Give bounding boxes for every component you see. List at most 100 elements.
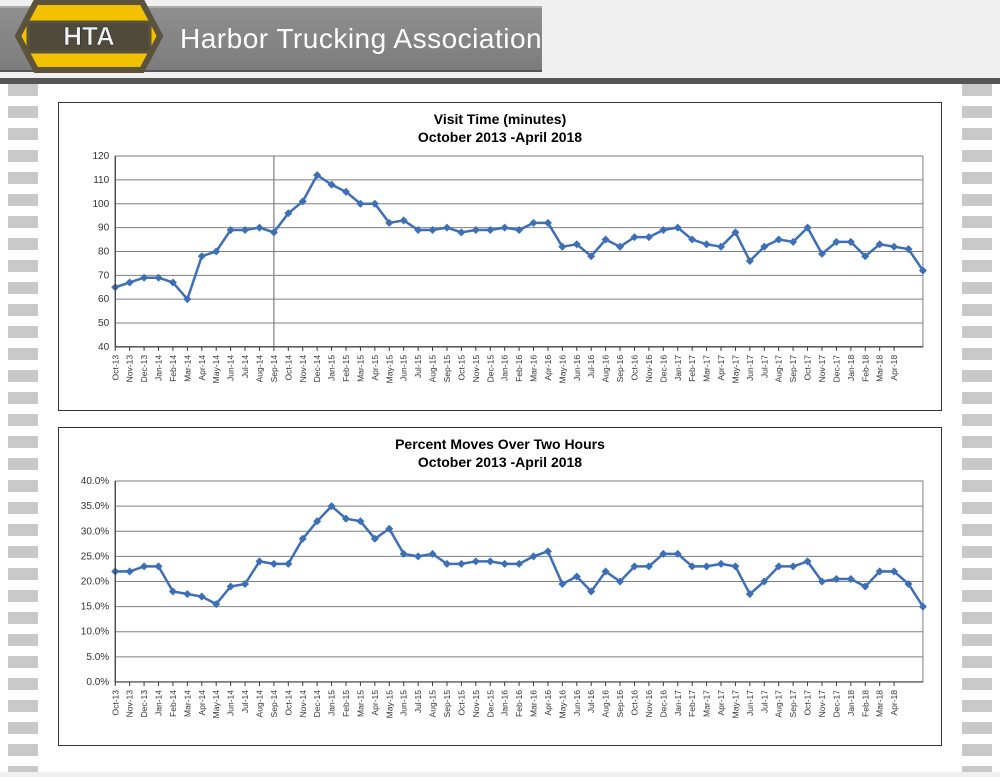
- content: Visit Time (minutes) October 2013 -April…: [0, 84, 1000, 772]
- svg-text:Jun-15: Jun-15: [399, 355, 409, 381]
- svg-text:Dec-13: Dec-13: [139, 355, 149, 383]
- svg-text:70: 70: [98, 270, 110, 281]
- svg-text:Sep-16: Sep-16: [615, 690, 625, 718]
- side-stripe-right: [962, 84, 992, 772]
- svg-text:Nov-16: Nov-16: [644, 355, 654, 383]
- svg-text:Oct-17: Oct-17: [803, 690, 813, 716]
- svg-text:Nov-15: Nov-15: [471, 355, 481, 383]
- svg-text:Nov-14: Nov-14: [298, 355, 308, 383]
- svg-text:May-14: May-14: [211, 355, 221, 384]
- svg-text:90: 90: [98, 223, 110, 234]
- svg-text:80: 80: [98, 246, 110, 257]
- visit-time-title-line2: October 2013 -April 2018: [418, 129, 582, 145]
- percent-moves-chart: 0.0%5.0%10.0%15.0%20.0%25.0%30.0%35.0%40…: [67, 475, 933, 743]
- hta-logo: HTA: [14, 0, 164, 83]
- svg-text:Feb-14: Feb-14: [168, 355, 178, 382]
- svg-text:Apr-17: Apr-17: [716, 355, 726, 381]
- svg-text:Jun-17: Jun-17: [745, 690, 755, 716]
- header: Harbor Trucking Association HTA: [0, 0, 1000, 78]
- svg-text:10.0%: 10.0%: [81, 627, 110, 638]
- svg-text:Feb-16: Feb-16: [514, 690, 524, 717]
- svg-text:Feb-15: Feb-15: [341, 690, 351, 717]
- svg-text:Jun-17: Jun-17: [745, 355, 755, 381]
- svg-text:Dec-17: Dec-17: [831, 355, 841, 383]
- svg-text:Mar-15: Mar-15: [355, 355, 365, 382]
- svg-text:Apr-16: Apr-16: [543, 690, 553, 716]
- svg-text:Aug-15: Aug-15: [428, 355, 438, 383]
- visit-time-title-line1: Visit Time (minutes): [434, 111, 567, 127]
- svg-text:Apr-18: Apr-18: [889, 690, 899, 716]
- svg-text:Oct-13: Oct-13: [110, 355, 120, 381]
- svg-text:Aug-14: Aug-14: [254, 690, 264, 718]
- svg-text:HTA: HTA: [63, 21, 115, 51]
- svg-text:Apr-15: Apr-15: [370, 355, 380, 381]
- svg-text:25.0%: 25.0%: [81, 552, 110, 563]
- svg-text:Nov-13: Nov-13: [125, 355, 135, 383]
- svg-text:Jan-14: Jan-14: [154, 690, 164, 716]
- svg-text:Nov-14: Nov-14: [298, 690, 308, 718]
- svg-text:Jan-18: Jan-18: [846, 690, 856, 716]
- visit-time-panel: Visit Time (minutes) October 2013 -April…: [58, 102, 942, 411]
- svg-text:Jan-15: Jan-15: [327, 690, 337, 716]
- visit-time-chart: 405060708090100110120Oct-13Nov-13Dec-13J…: [67, 150, 933, 408]
- svg-text:Sep-14: Sep-14: [269, 690, 279, 718]
- svg-text:Apr-16: Apr-16: [543, 355, 553, 381]
- svg-text:40.0%: 40.0%: [81, 476, 110, 487]
- svg-text:5.0%: 5.0%: [86, 652, 109, 663]
- svg-text:Nov-13: Nov-13: [125, 690, 135, 718]
- svg-text:Jun-14: Jun-14: [226, 690, 236, 716]
- svg-text:35.0%: 35.0%: [81, 501, 110, 512]
- svg-text:Sep-16: Sep-16: [615, 355, 625, 383]
- svg-text:Apr-14: Apr-14: [197, 690, 207, 716]
- svg-text:0.0%: 0.0%: [86, 677, 109, 688]
- svg-text:Mar-17: Mar-17: [702, 690, 712, 717]
- svg-text:Jul-15: Jul-15: [413, 355, 423, 378]
- svg-text:Mar-18: Mar-18: [875, 690, 885, 717]
- svg-text:60: 60: [98, 294, 110, 305]
- svg-text:Mar-16: Mar-16: [529, 690, 539, 717]
- svg-text:Oct-17: Oct-17: [803, 355, 813, 381]
- svg-text:Oct-14: Oct-14: [283, 690, 293, 716]
- svg-text:Jun-15: Jun-15: [399, 690, 409, 716]
- visit-time-title: Visit Time (minutes) October 2013 -April…: [67, 111, 933, 146]
- svg-text:Jun-16: Jun-16: [572, 690, 582, 716]
- org-title: Harbor Trucking Association: [180, 23, 542, 55]
- svg-text:Nov-17: Nov-17: [817, 355, 827, 383]
- svg-text:Aug-16: Aug-16: [601, 690, 611, 718]
- svg-text:May-17: May-17: [730, 690, 740, 719]
- svg-text:Mar-17: Mar-17: [702, 355, 712, 382]
- svg-text:Aug-14: Aug-14: [254, 355, 264, 383]
- svg-text:Jul-17: Jul-17: [759, 690, 769, 713]
- svg-text:May-17: May-17: [730, 355, 740, 384]
- svg-text:Sep-17: Sep-17: [788, 355, 798, 383]
- svg-text:Feb-14: Feb-14: [168, 690, 178, 717]
- svg-text:Aug-15: Aug-15: [428, 690, 438, 718]
- svg-text:Feb-18: Feb-18: [860, 690, 870, 717]
- svg-text:May-16: May-16: [557, 355, 567, 384]
- svg-text:Dec-13: Dec-13: [139, 690, 149, 718]
- svg-text:May-16: May-16: [557, 690, 567, 719]
- svg-text:Nov-17: Nov-17: [817, 690, 827, 718]
- svg-text:Dec-16: Dec-16: [658, 355, 668, 383]
- svg-text:Apr-17: Apr-17: [716, 690, 726, 716]
- svg-text:Jan-18: Jan-18: [846, 355, 856, 381]
- svg-text:Oct-15: Oct-15: [456, 690, 466, 716]
- svg-text:100: 100: [92, 199, 109, 210]
- svg-text:Feb-17: Feb-17: [687, 355, 697, 382]
- svg-text:Jun-16: Jun-16: [572, 355, 582, 381]
- svg-text:Oct-13: Oct-13: [110, 690, 120, 716]
- svg-text:Jul-14: Jul-14: [240, 355, 250, 378]
- svg-text:Dec-14: Dec-14: [312, 355, 322, 383]
- percent-moves-title-line1: Percent Moves Over Two Hours: [395, 436, 605, 452]
- svg-text:Oct-14: Oct-14: [283, 355, 293, 381]
- svg-text:Aug-17: Aug-17: [774, 690, 784, 718]
- svg-text:Dec-17: Dec-17: [831, 690, 841, 718]
- svg-text:Oct-15: Oct-15: [456, 355, 466, 381]
- svg-text:Mar-14: Mar-14: [182, 690, 192, 717]
- percent-moves-title-line2: October 2013 -April 2018: [418, 454, 582, 470]
- svg-text:Mar-16: Mar-16: [529, 355, 539, 382]
- svg-text:Sep-15: Sep-15: [442, 355, 452, 383]
- svg-text:Mar-14: Mar-14: [182, 355, 192, 382]
- svg-text:Jul-15: Jul-15: [413, 690, 423, 713]
- svg-text:Oct-16: Oct-16: [629, 690, 639, 716]
